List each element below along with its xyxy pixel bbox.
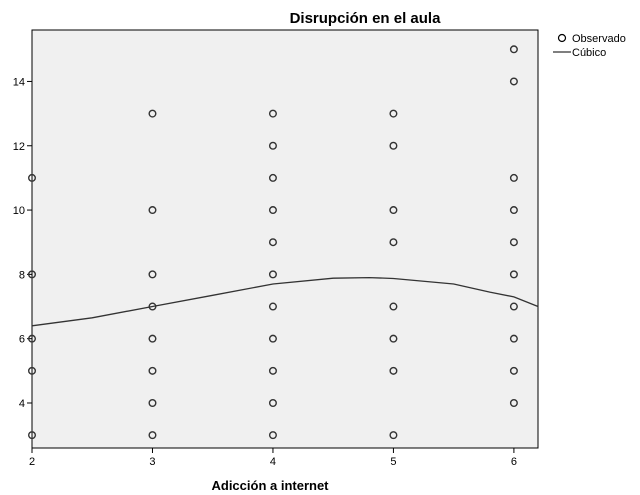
legend-label-cubico: Cúbico <box>572 47 606 59</box>
data-point-x2-y8 <box>28 270 37 279</box>
data-point-x3-y10 <box>148 206 157 215</box>
data-point-x5-y7 <box>389 302 398 311</box>
data-point-x2-y6 <box>28 334 37 343</box>
data-point-x3-y13 <box>148 109 157 118</box>
data-point-x3-y8 <box>148 270 157 279</box>
legend: Observado Cúbico <box>553 33 626 59</box>
y-tick-label-8: 8 <box>19 269 25 281</box>
data-point-x4-y5 <box>268 366 277 375</box>
data-point-x2-y11 <box>28 173 37 182</box>
data-point-x5-y12 <box>389 141 398 150</box>
y-tick-label-14: 14 <box>13 76 25 88</box>
y-tick-label-4: 4 <box>19 398 25 410</box>
x-axis-label: Adicción a internet <box>211 478 329 493</box>
x-tick-label-2: 2 <box>29 456 35 468</box>
x-tick-label-4: 4 <box>270 456 276 468</box>
data-point-x4-y13 <box>268 109 277 118</box>
data-point-x5-y3 <box>389 431 398 440</box>
data-point-x5-y6 <box>389 334 398 343</box>
data-point-x4-y4 <box>268 398 277 407</box>
y-tick-label-12: 12 <box>13 141 25 153</box>
data-point-x6-y6 <box>509 334 518 343</box>
data-point-x4-y9 <box>268 238 277 247</box>
axis-ticks: 2 3 4 5 6 4 6 8 10 12 14 <box>13 76 517 468</box>
data-point-x4-y10 <box>268 206 277 215</box>
data-point-x6-y15 <box>509 45 518 54</box>
data-point-x6-y4 <box>509 398 518 407</box>
x-tick-label-3: 3 <box>149 456 155 468</box>
data-point-x3-y5 <box>148 366 157 375</box>
data-point-x6-y7 <box>509 302 518 311</box>
data-point-x6-y5 <box>509 366 518 375</box>
data-point-x3-y7 <box>148 302 157 311</box>
cubic-fit-line <box>31 276 539 327</box>
x-tick-label-6: 6 <box>511 456 517 468</box>
data-point-x6-y9 <box>509 238 518 247</box>
data-point-x3-y3 <box>148 431 157 440</box>
data-point-x4-y12 <box>268 141 277 150</box>
data-point-x4-y7 <box>268 302 277 311</box>
legend-label-observado: Observado <box>572 33 626 45</box>
data-point-x6-y10 <box>509 206 518 215</box>
data-point-x2-y5 <box>28 366 37 375</box>
data-point-x3-y4 <box>148 398 157 407</box>
data-point-x4-y8 <box>268 270 277 279</box>
data-point-x2-y3 <box>28 431 37 440</box>
data-point-x4-y3 <box>268 431 277 440</box>
plot-area <box>31 29 539 449</box>
data-point-x6-y11 <box>509 173 518 182</box>
x-tick-label-5: 5 <box>390 456 396 468</box>
data-point-x4-y6 <box>268 334 277 343</box>
legend-marker-observado <box>557 33 567 43</box>
data-point-x5-y10 <box>389 206 398 215</box>
y-tick-label-6: 6 <box>19 334 25 346</box>
data-point-x6-y8 <box>509 270 518 279</box>
y-tick-label-10: 10 <box>13 205 25 217</box>
data-point-x6-y14 <box>509 77 518 86</box>
data-point-x5-y5 <box>389 366 398 375</box>
data-point-x5-y13 <box>389 109 398 118</box>
data-point-x3-y6 <box>148 334 157 343</box>
chart-title: Disrupción en el aula <box>290 10 442 27</box>
data-point-x4-y11 <box>268 173 277 182</box>
data-point-x5-y9 <box>389 238 398 247</box>
observed-points <box>28 45 518 440</box>
